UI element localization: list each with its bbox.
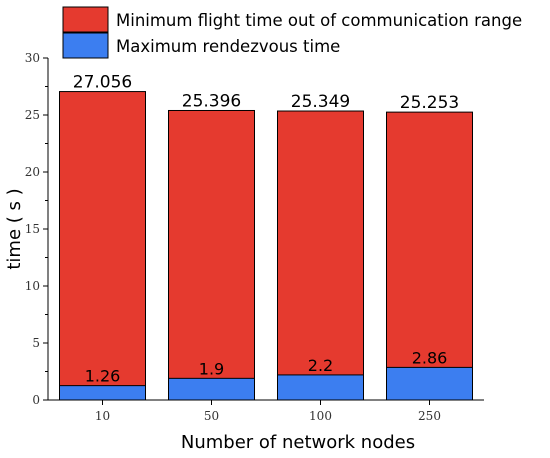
y-tick-label-10: 10 [25, 279, 40, 293]
data-label-minimum-flight-time-50: 25.396 [182, 91, 241, 111]
data-label-maximum-rendezvous-time-250: 2.86 [412, 348, 448, 367]
y-tick-label-25: 25 [25, 108, 40, 122]
ticks-layer: 10 50 100 250 0 5 10 15 20 25 30 [25, 51, 441, 423]
bars-layer [59, 91, 473, 401]
legend-swatch-minimum-flight-time [62, 6, 109, 33]
bar-maximum-rendezvous-time-50 [168, 377, 255, 401]
data-label-minimum-flight-time-10: 27.056 [73, 73, 132, 93]
y-tick-label-15: 15 [25, 222, 40, 236]
x-tick-label-250: 250 [418, 409, 441, 423]
x-axis-title: Number of network nodes [181, 432, 415, 453]
bar-maximum-rendezvous-time-100 [277, 374, 364, 401]
data-label-minimum-flight-time-100: 25.349 [291, 92, 350, 112]
x-tick-label-50: 50 [204, 409, 219, 423]
data-labels-layer: 27.056 1.26 25.396 1.9 25.349 2.2 25.253 2.86 [73, 73, 459, 386]
bar-minimum-flight-time-10 [59, 91, 146, 401]
y-tick-label-30: 30 [25, 51, 40, 65]
bar-maximum-rendezvous-time-250 [386, 366, 473, 401]
legend-label-maximum-rendezvous-time: Maximum rendezvous time [116, 37, 340, 56]
x-tick-label-100: 100 [309, 409, 332, 423]
y-tick-label-20: 20 [25, 165, 40, 179]
legend-label-minimum-flight-time: Minimum flight time out of communication… [116, 11, 522, 30]
y-axis-title: time ( s ) [4, 188, 25, 269]
y-tick-label-0: 0 [32, 393, 40, 407]
data-label-maximum-rendezvous-time-100: 2.2 [308, 356, 333, 375]
data-label-maximum-rendezvous-time-50: 1.9 [199, 359, 224, 378]
bar-minimum-flight-time-50 [168, 109, 255, 401]
y-tick-label-5: 5 [32, 336, 40, 350]
data-label-maximum-rendezvous-time-10: 1.26 [85, 367, 121, 386]
legend: Minimum flight time out of communication… [62, 6, 522, 59]
bar-maximum-rendezvous-time-10 [59, 385, 146, 401]
x-tick-label-10: 10 [95, 409, 110, 423]
data-label-minimum-flight-time-250: 25.253 [400, 93, 459, 113]
legend-swatch-maximum-rendezvous-time [62, 32, 109, 59]
bar-minimum-flight-time-100 [277, 110, 364, 401]
bar-minimum-flight-time-250 [386, 111, 473, 401]
